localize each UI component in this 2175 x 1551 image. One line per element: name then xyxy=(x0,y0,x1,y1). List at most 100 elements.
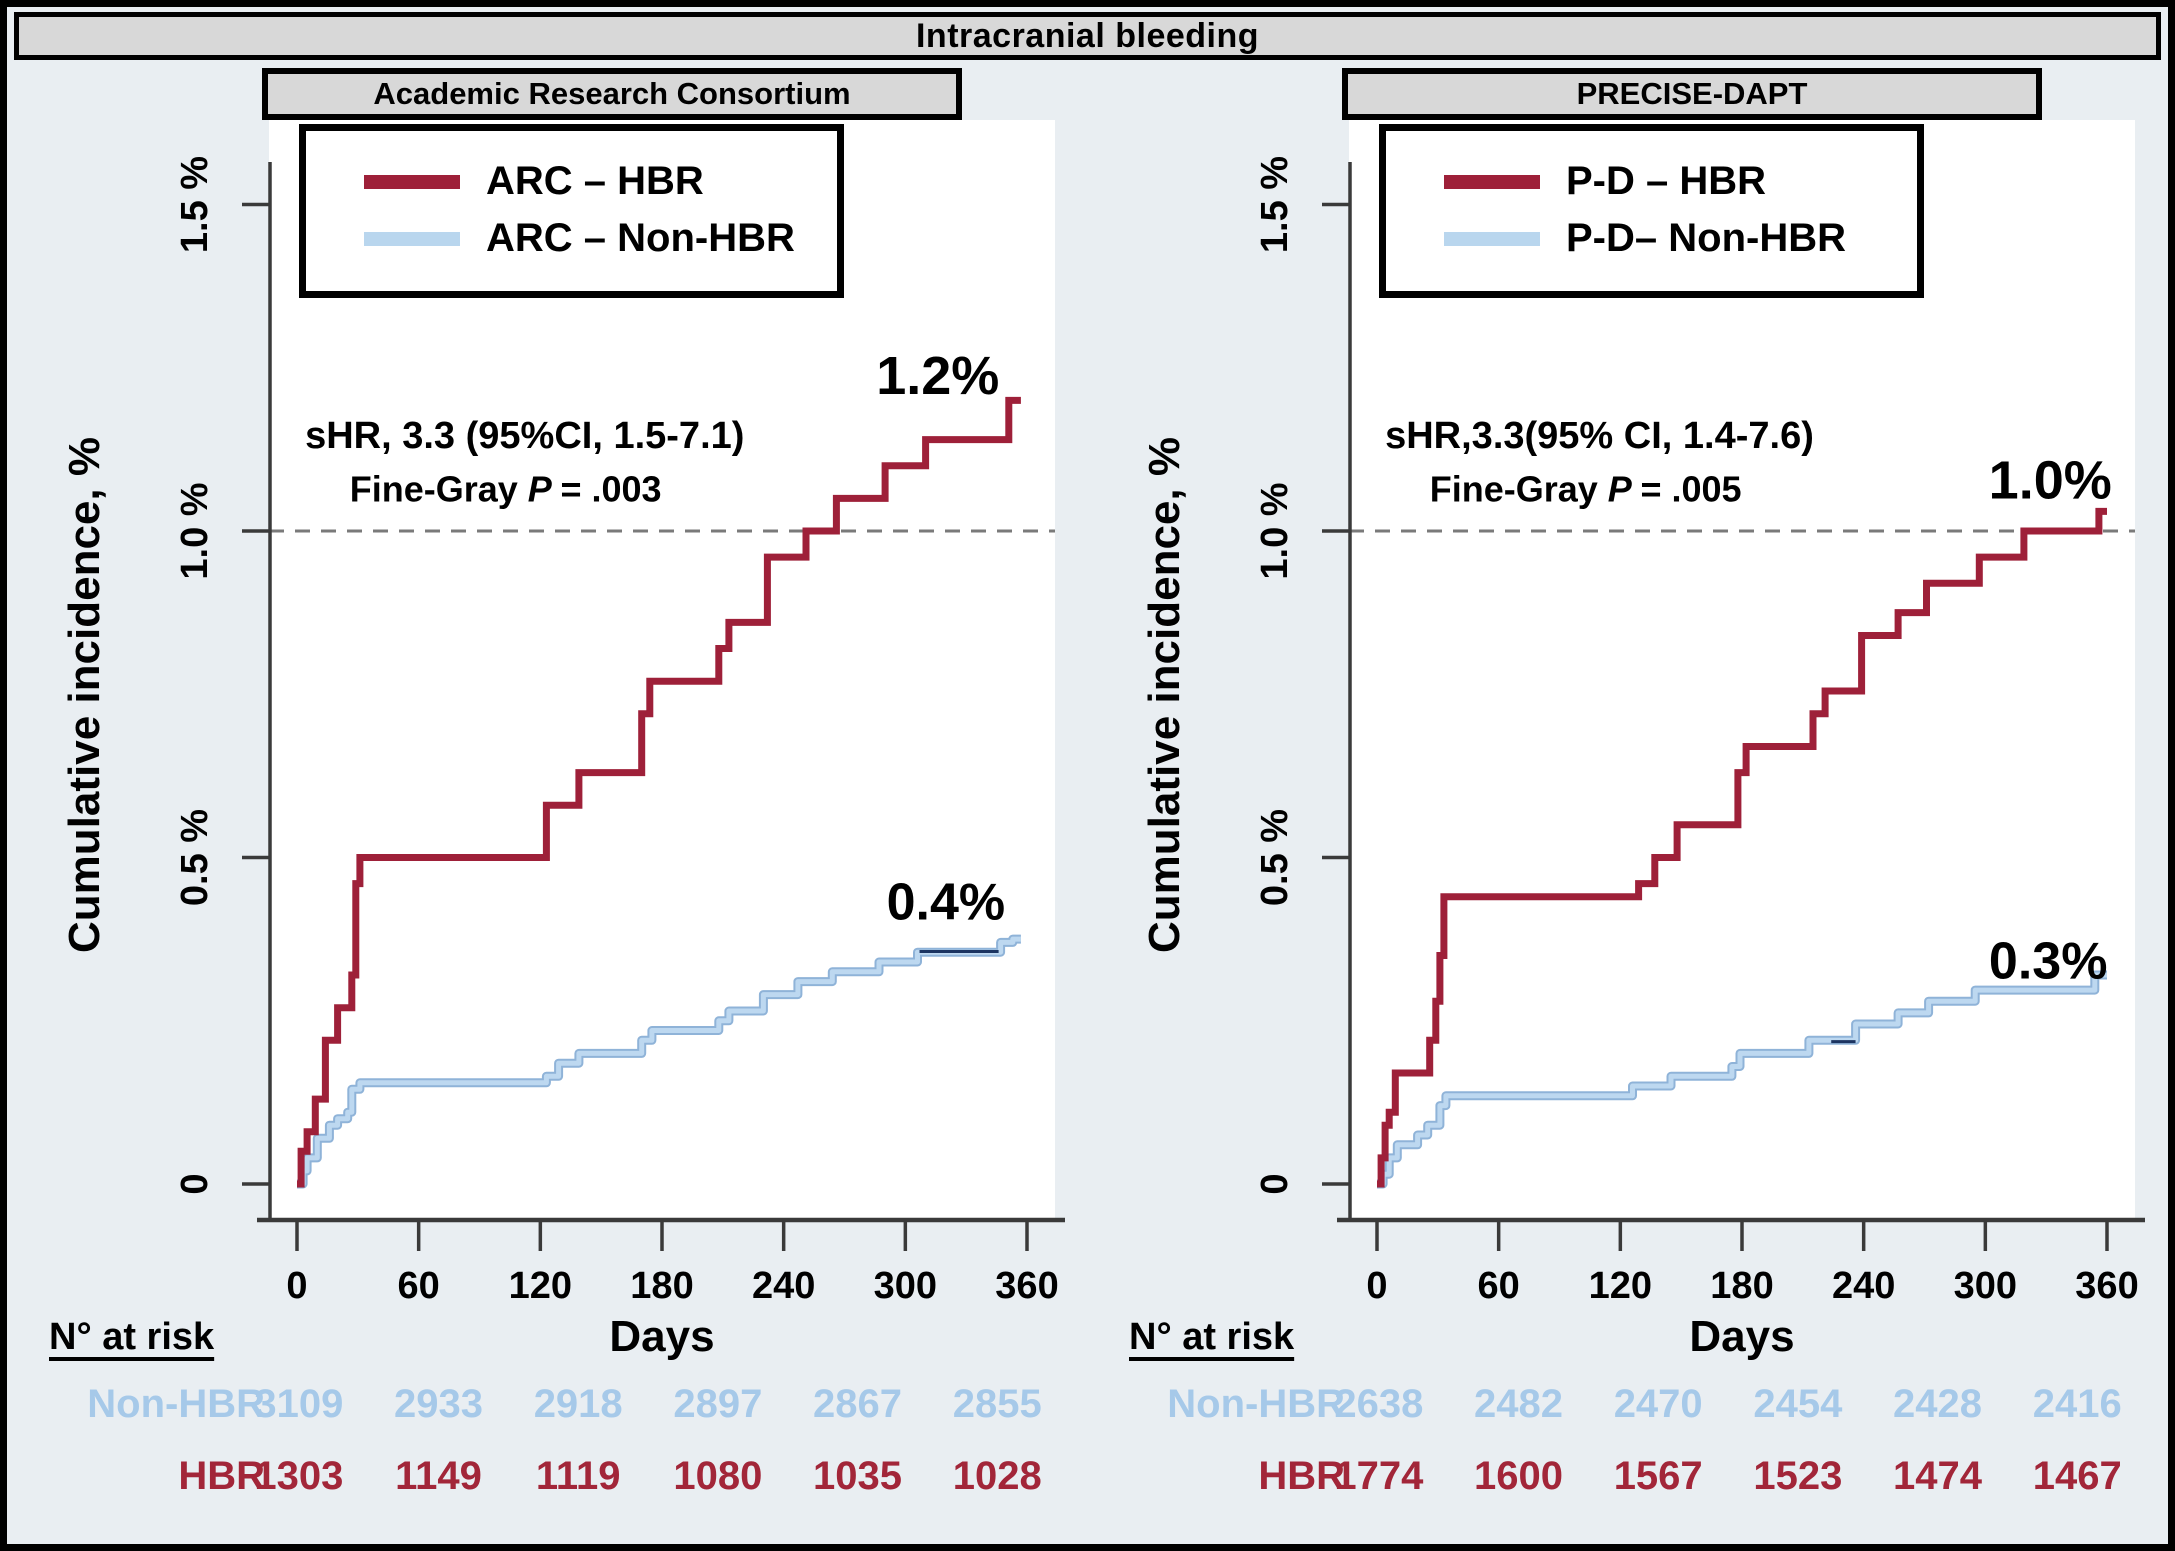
x-tick-label: 300 xyxy=(1954,1265,2017,1307)
non-hbr-curve xyxy=(1377,972,2107,1187)
risk-value: 2416 xyxy=(2032,1382,2122,1426)
x-tick-label: 120 xyxy=(509,1265,572,1307)
non-hbr-curve xyxy=(297,936,1021,1187)
risk-value: 1467 xyxy=(2032,1454,2122,1498)
hbr-final-value-label: 1.2% xyxy=(876,346,999,406)
shr-annotation: sHR, 3.3 (95%CI, 1.5-7.1) xyxy=(305,415,744,457)
y-tick-label: 1.0 % xyxy=(1254,482,1296,579)
risk-values: 2638 2482 2470 2454 2428 2416 xyxy=(1309,1382,2147,1427)
risk-row-label: Non-HBR xyxy=(87,1382,265,1426)
risk-value: 2867 xyxy=(813,1382,903,1426)
y-tick-label: 0.5 % xyxy=(1254,809,1296,906)
shr-annotation: sHR,3.3(95% CI, 1.4-7.6) xyxy=(1385,415,1814,457)
legend: ARC – HBR ARC – Non-HBR xyxy=(299,124,844,298)
y-axis-title: Cumulative incidence, % xyxy=(1140,437,1189,953)
non-hbr-final-value-label: 0.4% xyxy=(887,874,1006,932)
non-hbr-line-swatch-icon xyxy=(1444,231,1540,246)
y-tick-label: 0 xyxy=(1254,1173,1296,1194)
risk-value: 1028 xyxy=(952,1454,1042,1498)
hbr-line-swatch-icon xyxy=(364,174,460,189)
figure-title-bar: Intracranial bleeding xyxy=(14,12,2161,60)
risk-row-label: HBR xyxy=(178,1454,265,1498)
risk-value: 1303 xyxy=(254,1454,344,1498)
risk-table: N° at risk Non-HBR 3109 2933 2918 2897 2867 2… xyxy=(7,1316,1087,1516)
y-axis-title: Cumulative incidence, % xyxy=(60,437,109,953)
x-tick-label: 0 xyxy=(1366,1265,1387,1307)
x-tick-label: 120 xyxy=(1589,1265,1652,1307)
risk-row-non-hbr: Non-HBR 3109 2933 2918 2897 2867 2855 xyxy=(7,1382,1087,1438)
x-tick-label: 60 xyxy=(398,1265,440,1307)
risk-value: 1774 xyxy=(1334,1454,1424,1498)
panel-header-label: PRECISE-DAPT xyxy=(1576,76,1808,111)
risk-value: 2855 xyxy=(952,1382,1042,1426)
x-axis-title: Days xyxy=(609,1312,714,1360)
x-tick-label: 180 xyxy=(1710,1265,1773,1307)
hbr-curve xyxy=(1377,507,2107,1188)
plot-area: 0 60 120 180 240 300 360 Days 0 0.5 % 1.0 % 1.5 % Cu… xyxy=(7,120,1087,1360)
fine-gray-annotation: Fine-Gray P = .003 xyxy=(350,469,662,510)
risk-value: 1149 xyxy=(395,1454,482,1498)
risk-row-non-hbr: Non-HBR 2638 2482 2470 2454 2428 2416 xyxy=(1087,1382,2167,1438)
legend-item-hbr: P-D – HBR xyxy=(1444,159,1907,204)
risk-value: 2933 xyxy=(394,1382,483,1426)
risk-value: 1600 xyxy=(1474,1454,1563,1498)
legend: P-D – HBR P-D– Non-HBR xyxy=(1379,124,1924,298)
risk-value: 1080 xyxy=(673,1454,763,1498)
risk-value: 2428 xyxy=(1893,1382,1983,1426)
risk-value: 1567 xyxy=(1613,1454,1703,1498)
y-tick-label: 1.5 % xyxy=(174,156,216,253)
legend-label: P-D– Non-HBR xyxy=(1566,216,1846,260)
risk-value: 1035 xyxy=(813,1454,903,1498)
fine-gray-annotation: Fine-Gray P = .005 xyxy=(1430,469,1742,510)
risk-table-heading: N° at risk xyxy=(49,1316,215,1358)
figure-title: Intracranial bleeding xyxy=(915,16,1260,55)
non-hbr-final-value-label: 0.3% xyxy=(1989,932,2108,990)
y-tick-label: 1.0 % xyxy=(174,482,216,579)
legend-item-hbr: ARC – HBR xyxy=(364,159,827,204)
hbr-final-value-label: 1.0% xyxy=(1989,450,2112,510)
risk-value: 2454 xyxy=(1753,1382,1843,1426)
risk-table-heading: N° at risk xyxy=(1129,1316,1295,1358)
risk-values: 3109 2933 2918 2897 2867 2855 xyxy=(229,1382,1067,1427)
x-tick-label: 300 xyxy=(874,1265,937,1307)
cumulative-incidence-chart-precise-dapt: 0 60 120 180 240 300 360 Days 0 0.5 % 1.0 % 1.5 % Cu… xyxy=(1140,120,2145,1360)
panel-header: PRECISE-DAPT xyxy=(1342,68,2042,120)
plot-background xyxy=(1349,120,2135,1218)
risk-value: 1119 xyxy=(535,1454,621,1498)
y-tick-label: 1.5 % xyxy=(1254,156,1296,253)
x-tick-label: 240 xyxy=(1832,1265,1895,1307)
legend-label: ARC – HBR xyxy=(486,159,704,203)
legend-item-non-hbr: P-D– Non-HBR xyxy=(1444,216,1907,261)
x-tick-label: 240 xyxy=(752,1265,815,1307)
risk-row-hbr: HBR 1303 1149 1119 1080 1035 1028 xyxy=(7,1454,1087,1510)
risk-value: 1474 xyxy=(1893,1454,1983,1498)
risk-row-hbr: HBR 1774 1600 1567 1523 1474 1467 xyxy=(1087,1454,2167,1510)
risk-row-label: HBR xyxy=(1258,1454,1345,1498)
x-tick-label: 60 xyxy=(1478,1265,1520,1307)
panel-header: Academic Research Consortium xyxy=(262,68,962,120)
risk-value: 3109 xyxy=(254,1382,344,1426)
x-tick-label: 0 xyxy=(286,1265,307,1307)
non-hbr-line-swatch-icon xyxy=(364,231,460,246)
risk-table: N° at risk Non-HBR 2638 2482 2470 2454 2428 2… xyxy=(1087,1316,2167,1516)
risk-value: 2918 xyxy=(533,1382,623,1426)
x-tick-label: 180 xyxy=(630,1265,693,1307)
x-tick-label: 360 xyxy=(2075,1265,2138,1307)
legend-label: P-D – HBR xyxy=(1566,159,1767,203)
risk-values: 1774 1600 1567 1523 1474 1467 xyxy=(1309,1454,2147,1499)
x-axis-title: Days xyxy=(1689,1312,1794,1360)
risk-value: 1523 xyxy=(1753,1454,1843,1498)
x-tick-label: 360 xyxy=(995,1265,1058,1307)
panel-precise-dapt: PRECISE-DAPT 0 60 120 180 240 300 360 Days 0 0.5 … xyxy=(1087,60,2167,1516)
panels-container: Academic Research Consortium 0 60 120 180 24… xyxy=(7,60,2168,1516)
risk-row-label: Non-HBR xyxy=(1167,1382,1345,1426)
risk-value: 2470 xyxy=(1613,1382,1703,1426)
risk-value: 2482 xyxy=(1474,1382,1563,1426)
risk-value: 2638 xyxy=(1334,1382,1424,1426)
hbr-curve xyxy=(297,396,1021,1188)
hbr-line-swatch-icon xyxy=(1444,174,1540,189)
y-tick-label: 0 xyxy=(174,1173,216,1194)
y-tick-label: 0.5 % xyxy=(174,809,216,906)
panel-academic-research-consortium: Academic Research Consortium 0 60 120 180 24… xyxy=(7,60,1087,1516)
